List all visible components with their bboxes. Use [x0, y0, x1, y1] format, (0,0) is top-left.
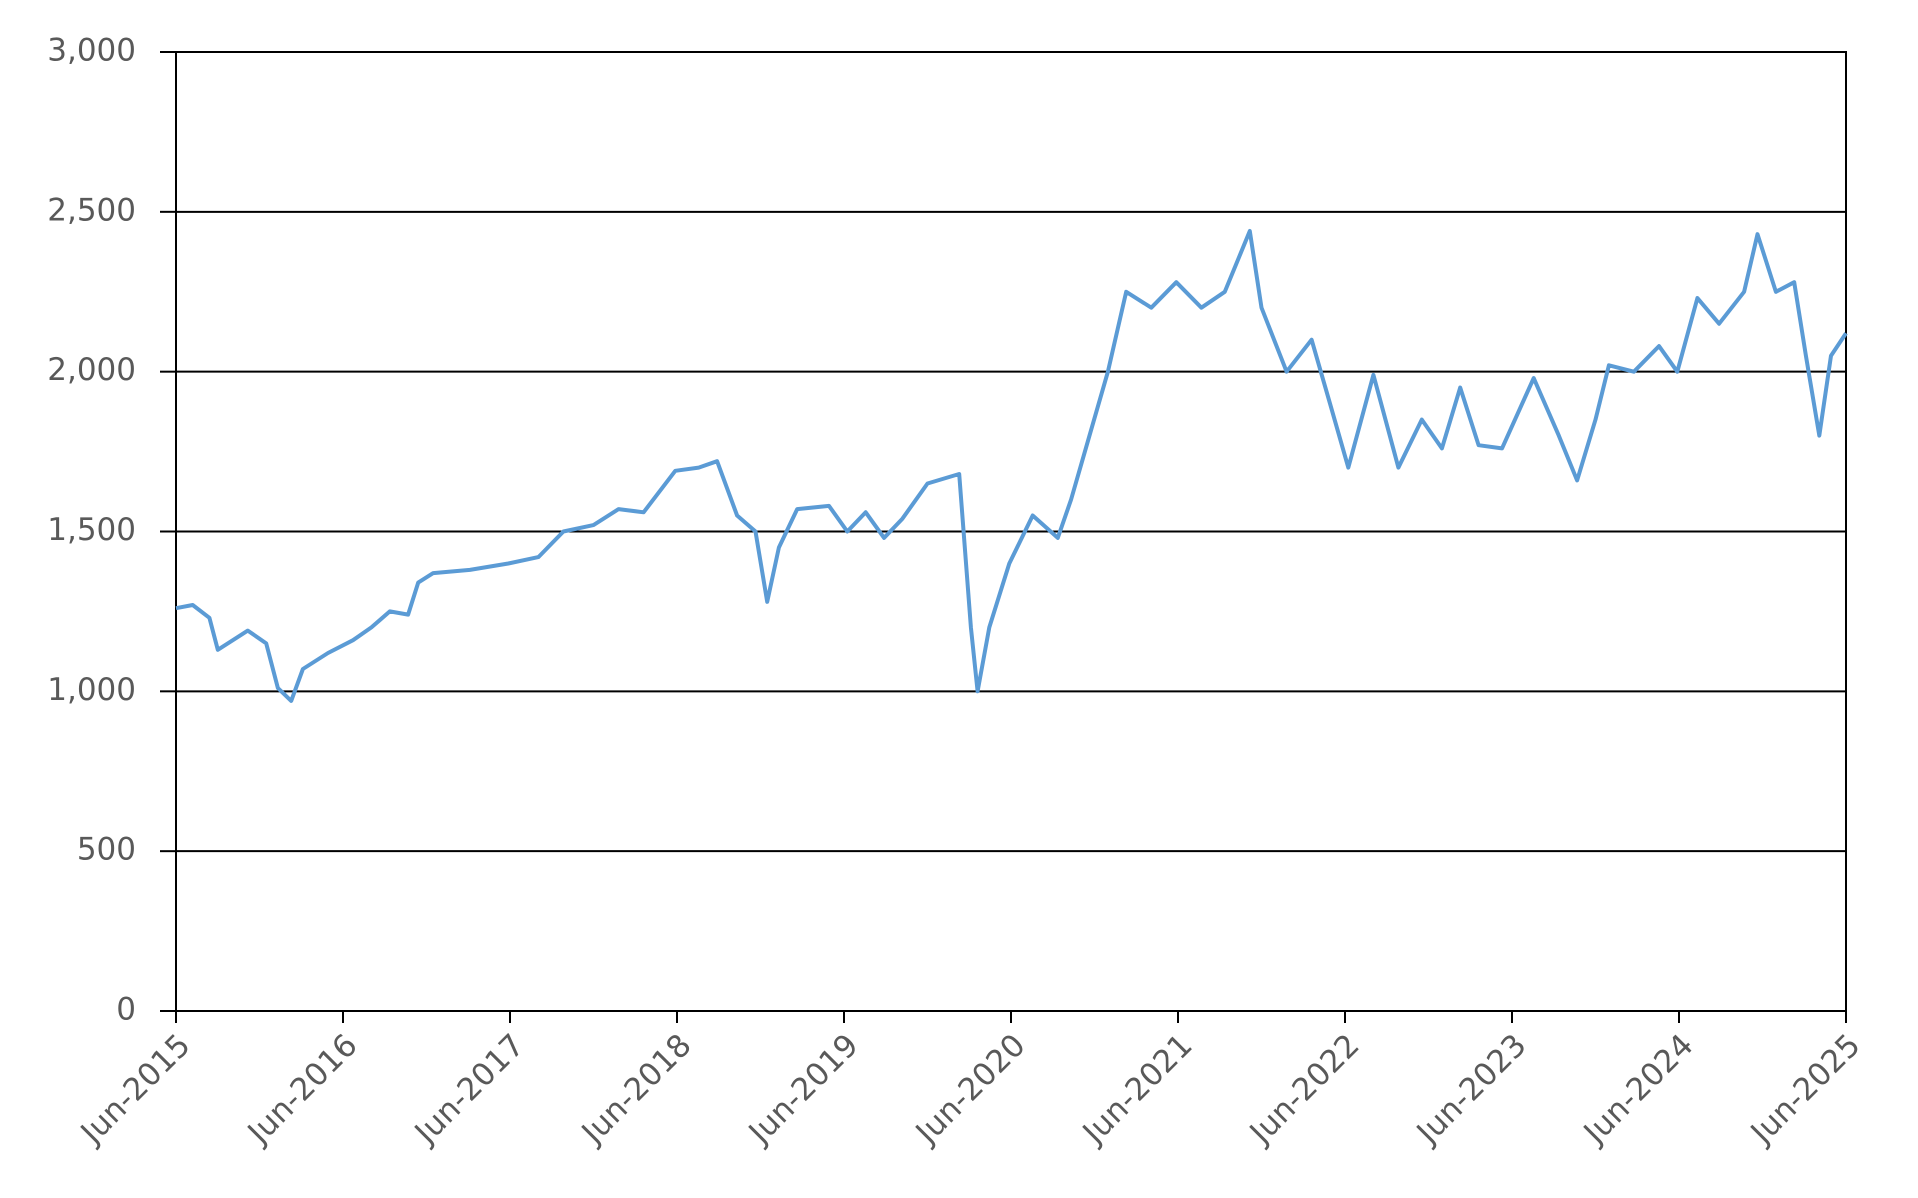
- y-tick-label: 500: [77, 832, 136, 868]
- x-tick-label: Jun-2020: [908, 1027, 1033, 1152]
- x-tick-label: Jun-2022: [1242, 1027, 1367, 1152]
- y-tick-label: 3,000: [47, 33, 136, 69]
- x-tick-label: Jun-2019: [741, 1027, 866, 1152]
- x-tick-label: Jun-2015: [73, 1027, 198, 1152]
- line: [175, 229, 1848, 703]
- x-tick-label: Jun-2024: [1576, 1027, 1701, 1152]
- y-tick-label: 2,500: [47, 192, 136, 228]
- y-tick-label: 1,500: [47, 512, 136, 548]
- y-tick-label: 2,000: [47, 352, 136, 388]
- y-tick-label: 0: [116, 992, 136, 1028]
- y-tick-label: 1,000: [47, 672, 136, 708]
- x-tick-label: Jun-2018: [574, 1027, 699, 1152]
- x-tick-label: Jun-2021: [1075, 1027, 1200, 1152]
- x-tick-label: Jun-2025: [1743, 1027, 1868, 1152]
- x-tick-label: Jun-2017: [407, 1027, 532, 1152]
- x-tick-label: Jun-2016: [240, 1027, 365, 1152]
- x-tick-label: Jun-2023: [1409, 1027, 1534, 1152]
- plot-frame: [175, 51, 1847, 1012]
